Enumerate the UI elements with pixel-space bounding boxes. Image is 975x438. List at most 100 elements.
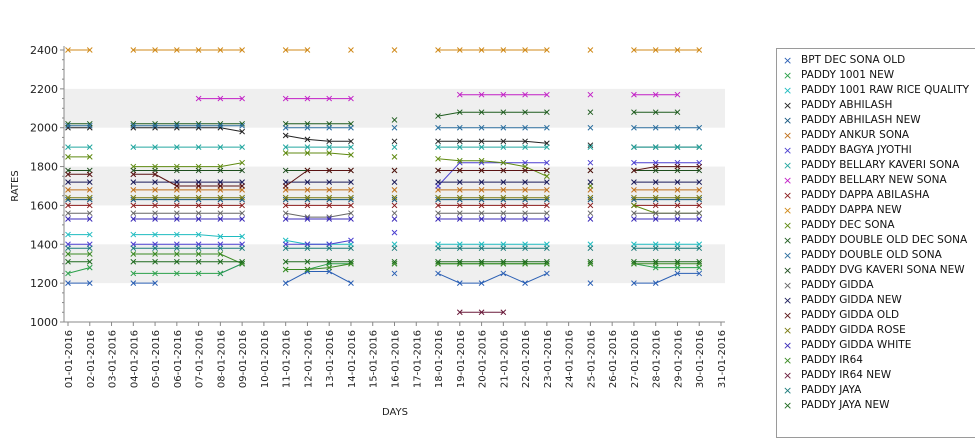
data-point — [435, 210, 441, 217]
data-point — [282, 210, 289, 217]
legend-item: × PADDY ABHILASH NEW — [777, 114, 975, 127]
data-point — [326, 245, 333, 252]
data-point — [326, 216, 333, 222]
legend-label: PADDY BELLARY KAVERI SONA — [801, 159, 960, 171]
data-point — [631, 109, 637, 116]
data-point — [652, 144, 659, 150]
data-point — [478, 202, 485, 209]
legend-label: PADDY IR64 — [801, 354, 863, 366]
legend-label: PADDY DAPPA NEW — [801, 204, 902, 216]
series-line — [68, 166, 700, 187]
series-line — [68, 253, 700, 270]
data-point — [152, 251, 158, 257]
data-point — [674, 187, 681, 193]
data-point — [696, 47, 703, 53]
legend-label: PADDY ABHILASH NEW — [801, 114, 921, 126]
x-tick-label: 10-01-2016 — [260, 330, 271, 388]
data-point — [130, 144, 137, 150]
data-point — [304, 179, 311, 185]
data-point — [456, 216, 463, 222]
data-point — [282, 144, 289, 150]
legend-marker-icon: × — [783, 339, 793, 352]
data-point — [86, 179, 93, 185]
data-point — [522, 47, 528, 53]
legend-label: PADDY 1001 RAW RICE QUALITY — [801, 84, 970, 96]
data-point — [239, 183, 245, 189]
data-point — [65, 210, 71, 217]
data-point — [86, 144, 93, 150]
data-point — [391, 138, 398, 145]
data-point — [587, 196, 594, 203]
series-line — [68, 111, 678, 125]
data-point — [348, 202, 354, 209]
data-point — [282, 124, 289, 131]
series-line — [68, 127, 700, 148]
data-point — [282, 245, 289, 252]
data-point — [65, 202, 71, 209]
data-point — [130, 280, 137, 286]
legend-label: PADDY BELLARY NEW SONA — [801, 174, 947, 186]
data-point — [348, 167, 354, 174]
data-point — [456, 167, 463, 174]
x-tick-label: 19-01-2016 — [456, 330, 467, 388]
data-point — [152, 258, 158, 265]
data-point — [500, 194, 507, 201]
data-point — [478, 138, 485, 145]
data-point — [456, 91, 463, 98]
data-point — [652, 179, 659, 185]
data-point — [152, 122, 158, 129]
data-point — [217, 167, 224, 174]
x-tick-label: 18-01-2016 — [434, 330, 445, 388]
series-group — [456, 309, 507, 316]
data-point — [631, 144, 637, 150]
legend-item: × PADDY DEC SONA — [777, 219, 975, 232]
data-point — [652, 210, 659, 217]
data-point — [173, 231, 180, 238]
data-point — [326, 264, 333, 271]
legend-item: × PADDY DAPPA NEW — [777, 204, 975, 217]
data-point — [478, 109, 485, 116]
data-point — [587, 167, 594, 174]
data-point — [587, 210, 594, 217]
data-point — [130, 251, 137, 257]
data-point — [282, 202, 289, 209]
series-group — [65, 194, 703, 201]
data-point — [65, 251, 71, 257]
data-point — [435, 270, 441, 277]
x-tick-label: 22-01-2016 — [521, 330, 532, 388]
data-point — [173, 251, 180, 257]
x-tick-label: 25-01-2016 — [586, 330, 597, 388]
grid-band — [64, 88, 725, 128]
data-point — [217, 95, 224, 102]
data-point — [391, 216, 398, 222]
legend-item: × PADDY GIDDA ROSE — [777, 324, 975, 337]
data-point — [239, 95, 245, 102]
data-point — [478, 124, 485, 131]
legend-item: × PADDY GIDDA — [777, 279, 975, 292]
data-point — [478, 309, 485, 316]
data-point — [217, 233, 224, 240]
legend-item: × PADDY GIDDA NEW — [777, 294, 975, 307]
data-point — [195, 258, 202, 265]
data-point — [587, 260, 594, 267]
data-point — [130, 202, 137, 209]
data-point — [130, 122, 137, 129]
data-point — [239, 202, 245, 209]
data-point — [391, 124, 398, 131]
data-point — [152, 270, 158, 277]
data-point — [522, 124, 528, 131]
data-point — [239, 194, 245, 201]
data-point — [631, 91, 637, 98]
data-point — [195, 210, 202, 217]
data-point — [500, 47, 507, 53]
data-point — [217, 144, 224, 150]
data-point — [239, 216, 245, 222]
data-point — [522, 91, 528, 98]
x-tick-label: 13-01-2016 — [325, 330, 336, 388]
data-point — [130, 194, 137, 201]
data-point — [500, 167, 507, 174]
data-point — [391, 187, 398, 193]
data-point — [456, 138, 463, 145]
data-point — [239, 122, 245, 129]
data-point — [65, 144, 71, 150]
